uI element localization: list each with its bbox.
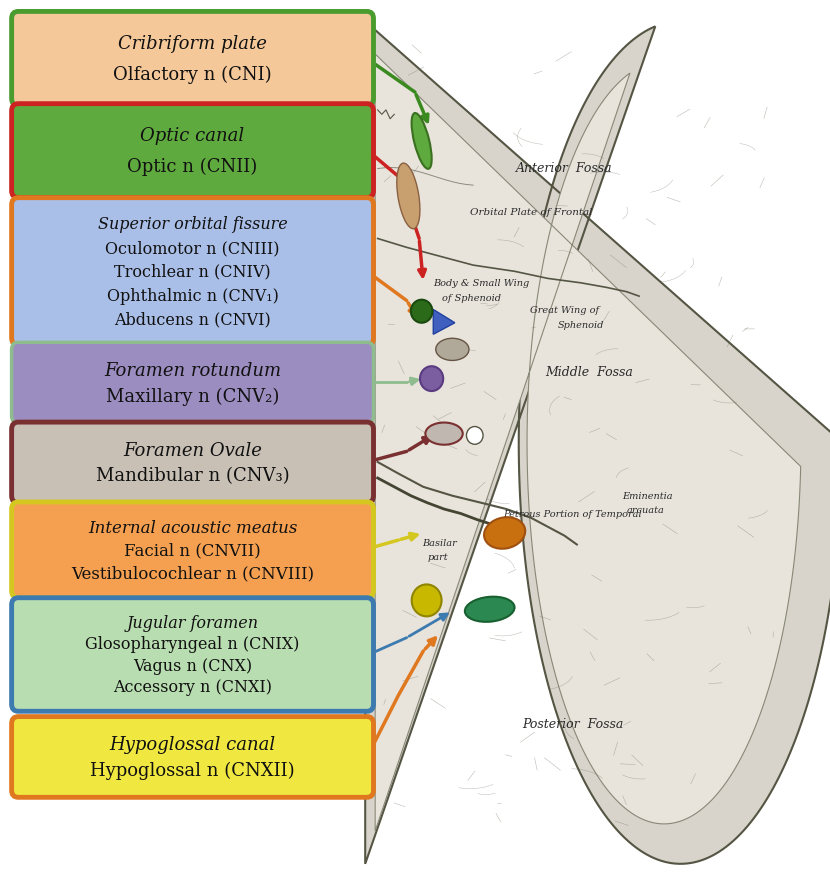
- Text: Posterior  Fossa: Posterior Fossa: [522, 718, 623, 730]
- PathPatch shape: [375, 55, 801, 831]
- Text: Vestibulocochlear n (CNVIII): Vestibulocochlear n (CNVIII): [71, 564, 314, 581]
- Text: Hypoglossal canal: Hypoglossal canal: [110, 735, 276, 753]
- Text: Accessory n (CNXI): Accessory n (CNXI): [113, 679, 272, 696]
- Text: Sphenoid: Sphenoid: [558, 321, 604, 330]
- Text: Glosopharyngeal n (CNIX): Glosopharyngeal n (CNIX): [85, 635, 300, 652]
- FancyBboxPatch shape: [12, 423, 374, 503]
- Text: Great Wing of: Great Wing of: [530, 306, 599, 315]
- Text: Basilar: Basilar: [422, 539, 457, 548]
- Polygon shape: [433, 310, 455, 335]
- FancyBboxPatch shape: [12, 12, 374, 106]
- Text: Facial n (CNVII): Facial n (CNVII): [124, 541, 261, 559]
- Circle shape: [411, 300, 432, 323]
- Text: Body & Small Wing: Body & Small Wing: [433, 279, 530, 288]
- Text: Mandibular n (CNV₃): Mandibular n (CNV₃): [95, 467, 290, 485]
- Text: Vagus n (CNX): Vagus n (CNX): [133, 657, 252, 674]
- Text: Hypoglossal n (CNXII): Hypoglossal n (CNXII): [90, 761, 295, 779]
- Text: Eminentia: Eminentia: [622, 492, 672, 501]
- Ellipse shape: [412, 114, 432, 169]
- Text: Oculomotor n (CNIII): Oculomotor n (CNIII): [105, 240, 280, 257]
- FancyBboxPatch shape: [12, 502, 374, 598]
- Ellipse shape: [436, 339, 469, 361]
- Text: Superior orbital fissure: Superior orbital fissure: [98, 216, 287, 233]
- Circle shape: [466, 427, 483, 445]
- Circle shape: [412, 585, 442, 617]
- Text: Maxillary n (CNV₂): Maxillary n (CNV₂): [106, 387, 279, 405]
- PathPatch shape: [365, 22, 830, 864]
- Text: Jugular foramen: Jugular foramen: [126, 614, 259, 631]
- Circle shape: [420, 367, 443, 392]
- Ellipse shape: [397, 164, 420, 229]
- Ellipse shape: [465, 597, 515, 622]
- Text: of Sphenoid: of Sphenoid: [442, 294, 501, 303]
- FancyBboxPatch shape: [12, 198, 374, 346]
- Text: Foramen Ovale: Foramen Ovale: [123, 441, 262, 459]
- Text: Orbital Plate of Frontal: Orbital Plate of Frontal: [470, 208, 593, 217]
- Text: Ophthalmic n (CNV₁): Ophthalmic n (CNV₁): [106, 287, 279, 304]
- FancyBboxPatch shape: [12, 598, 374, 711]
- Text: Petrous Portion of Temporal: Petrous Portion of Temporal: [503, 509, 642, 518]
- Text: Anterior  Fossa: Anterior Fossa: [516, 162, 613, 175]
- Text: Middle  Fossa: Middle Fossa: [545, 366, 633, 378]
- Text: arcuata: arcuata: [627, 505, 665, 514]
- Text: Olfactory n (CNI): Olfactory n (CNI): [113, 66, 272, 84]
- FancyBboxPatch shape: [12, 105, 374, 198]
- Text: Trochlear n (CNIV): Trochlear n (CNIV): [115, 263, 271, 281]
- Text: Optic canal: Optic canal: [140, 128, 245, 145]
- FancyBboxPatch shape: [12, 717, 374, 797]
- Text: Optic n (CNII): Optic n (CNII): [128, 158, 257, 176]
- Text: part: part: [428, 552, 448, 561]
- FancyBboxPatch shape: [12, 343, 374, 424]
- Text: Abducens n (CNVI): Abducens n (CNVI): [115, 311, 271, 328]
- Ellipse shape: [484, 517, 525, 549]
- Ellipse shape: [426, 424, 463, 445]
- Text: Internal acoustic meatus: Internal acoustic meatus: [88, 519, 297, 536]
- Text: Foramen rotundum: Foramen rotundum: [104, 361, 281, 379]
- Text: Cribriform plate: Cribriform plate: [118, 35, 267, 53]
